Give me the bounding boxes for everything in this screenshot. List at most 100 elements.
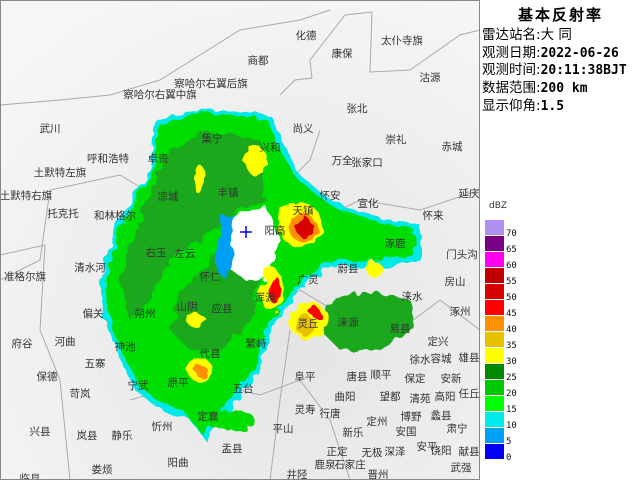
place-label: 五寨: [85, 357, 106, 370]
place-label: 盂县: [222, 443, 243, 455]
legend-swatch-0: [485, 444, 504, 459]
legend-value: 30: [506, 357, 517, 367]
place-label: 武川: [40, 122, 61, 135]
place-label: 涿州: [450, 306, 471, 318]
place-label: 涿鹿: [385, 237, 406, 250]
legend-value: 45: [506, 309, 517, 319]
place-label: 阳曲: [168, 457, 189, 469]
elevation-label: 显示仰角:: [482, 98, 541, 114]
place-label: 安平: [417, 440, 438, 453]
date-label: 观测日期:: [482, 45, 541, 61]
place-label: 鹿泉: [315, 458, 336, 471]
place-label: 河曲: [55, 336, 76, 348]
place-label: 沽源: [420, 71, 441, 84]
place-label: 蠡县: [431, 409, 452, 422]
legend-swatch-15: [485, 396, 504, 411]
legend-swatch-20: [485, 380, 504, 395]
legend-value: 70: [506, 229, 517, 239]
legend-swatch-70: [485, 220, 504, 235]
legend-value: 50: [506, 293, 517, 303]
date-value: 2022-06-26: [540, 46, 619, 61]
place-label: 苛岚: [70, 387, 91, 400]
place-label: 献县: [459, 445, 480, 458]
place-label: 山阴: [177, 301, 198, 313]
place-label: 天镇: [293, 204, 314, 217]
legend-value: 20: [506, 389, 517, 399]
place-label: 饶阳: [431, 444, 452, 457]
place-label: 康保: [332, 47, 353, 60]
legend-swatch-50: [485, 284, 504, 299]
legend-value: 25: [506, 373, 517, 383]
legend-swatch-45: [485, 300, 504, 315]
place-label: 安国: [396, 425, 417, 438]
place-label: 保德: [37, 370, 58, 383]
place-label: 曲阳: [335, 391, 356, 403]
place-label: 察哈尔右翼后旗: [174, 77, 248, 90]
place-label: 神池: [115, 340, 136, 353]
place-label: 崇礼: [386, 133, 407, 146]
place-label: 唐县: [347, 370, 368, 383]
place-label: 清苑: [410, 392, 431, 405]
place-label: 宣化: [358, 197, 379, 210]
place-label: 应县: [212, 302, 233, 315]
place-label: 保定: [405, 372, 426, 385]
place-label: 呼和浩特: [87, 153, 129, 165]
radar-site-marker: [240, 226, 252, 238]
radar-echo: [100, 108, 420, 440]
place-label: 石家庄: [334, 458, 366, 471]
place-label: 房山: [445, 275, 466, 288]
place-label: 凉城: [158, 190, 179, 203]
legend-value: 35: [506, 341, 517, 351]
range-value: 200 km: [540, 81, 588, 96]
place-label: 万全: [332, 154, 353, 167]
place-label: 广灵: [298, 274, 319, 286]
place-label: 准格尔旗: [4, 270, 46, 283]
place-label: 丰镇: [218, 186, 239, 199]
place-label: 任丘: [459, 387, 480, 400]
place-label: 忻州: [152, 420, 173, 433]
place-label: 阜平: [295, 370, 316, 383]
place-label: 蔚县: [338, 263, 359, 275]
place-label: 定州: [367, 415, 388, 428]
place-label: 延庆: [459, 187, 480, 200]
place-label: 化德: [296, 29, 317, 42]
place-label: 阳高: [265, 224, 286, 237]
place-label: 集宁: [202, 132, 223, 145]
place-label: 涞水: [402, 291, 423, 303]
place-label: 武强: [451, 461, 472, 474]
place-label: 和林格尔: [94, 209, 136, 222]
legend-value: 0: [506, 453, 512, 463]
place-label: 容城: [431, 352, 452, 365]
place-label: 怀安: [320, 189, 341, 202]
place-label: 兴和: [260, 142, 281, 154]
info-panel: 基本反射率 雷达站名:大 同 观测日期:2022-06-26 观测时间:20:1…: [479, 0, 640, 480]
place-label: 娄烦: [92, 463, 113, 476]
place-label: 土默特右旗: [0, 189, 52, 202]
place-label: 平山: [273, 423, 294, 435]
elevation-row: 显示仰角:1.5: [482, 98, 564, 115]
place-label: 怀来: [423, 210, 444, 222]
strong-echo-cells: [186, 145, 383, 430]
place-label: 张家口: [351, 156, 383, 169]
place-label: 雄县: [459, 351, 480, 364]
legend-value: 60: [506, 261, 517, 271]
place-label: 定兴: [428, 335, 449, 348]
legend-swatch-60: [485, 252, 504, 267]
place-label: 左云: [175, 247, 196, 260]
place-label: 安新: [441, 372, 462, 385]
place-label: 徐水: [410, 353, 431, 366]
legend-value: 5: [506, 437, 512, 447]
time-label: 观测时间:: [482, 62, 541, 78]
legend-swatch-40: [485, 316, 504, 331]
legend-value: 40: [506, 325, 517, 335]
time-row: 观测时间:20:11:38BJT: [482, 62, 627, 79]
place-label: 繁峙: [246, 337, 267, 350]
place-label: 府谷: [12, 337, 33, 350]
place-label: 晋州: [368, 469, 389, 480]
legend-swatch-30: [485, 348, 504, 363]
place-label: 宁武: [128, 379, 149, 392]
place-label: 商都: [248, 54, 269, 67]
time-value: 20:11:38BJT: [540, 63, 627, 78]
legend-swatch-65: [485, 236, 504, 251]
